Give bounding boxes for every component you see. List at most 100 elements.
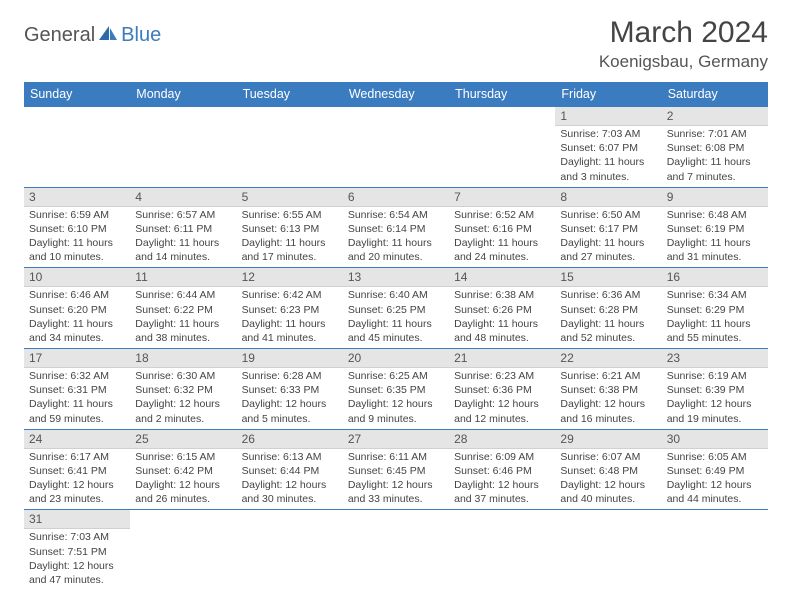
daylight-text: Daylight: 11 hours and 45 minutes. bbox=[348, 317, 444, 345]
day-details: Sunrise: 6:54 AMSunset: 6:14 PMDaylight:… bbox=[343, 207, 449, 268]
weekday-header: Saturday bbox=[662, 82, 768, 107]
sunrise-text: Sunrise: 6:38 AM bbox=[454, 288, 550, 302]
sunrise-text: Sunrise: 6:59 AM bbox=[29, 208, 125, 222]
calendar-day-cell: 1Sunrise: 7:03 AMSunset: 6:07 PMDaylight… bbox=[555, 107, 661, 188]
calendar-day-cell: 19Sunrise: 6:28 AMSunset: 6:33 PMDayligh… bbox=[237, 349, 343, 430]
sunset-text: Sunset: 6:32 PM bbox=[135, 383, 231, 397]
day-number: 27 bbox=[343, 430, 449, 449]
day-details: Sunrise: 6:09 AMSunset: 6:46 PMDaylight:… bbox=[449, 449, 555, 510]
day-number: 24 bbox=[24, 430, 130, 449]
calendar-day-cell: 11Sunrise: 6:44 AMSunset: 6:22 PMDayligh… bbox=[130, 268, 236, 349]
daylight-text: Daylight: 12 hours and 19 minutes. bbox=[667, 397, 763, 425]
day-details: Sunrise: 6:30 AMSunset: 6:32 PMDaylight:… bbox=[130, 368, 236, 429]
calendar-day-cell bbox=[555, 510, 661, 592]
calendar-day-cell: 27Sunrise: 6:11 AMSunset: 6:45 PMDayligh… bbox=[343, 429, 449, 510]
calendar-day-cell: 18Sunrise: 6:30 AMSunset: 6:32 PMDayligh… bbox=[130, 349, 236, 430]
sunrise-text: Sunrise: 6:05 AM bbox=[667, 450, 763, 464]
calendar-week-row: 31Sunrise: 7:03 AMSunset: 7:51 PMDayligh… bbox=[24, 510, 768, 592]
sunset-text: Sunset: 6:35 PM bbox=[348, 383, 444, 397]
sunset-text: Sunset: 6:46 PM bbox=[454, 464, 550, 478]
calendar-day-cell: 4Sunrise: 6:57 AMSunset: 6:11 PMDaylight… bbox=[130, 187, 236, 268]
sunrise-text: Sunrise: 6:54 AM bbox=[348, 208, 444, 222]
sunrise-text: Sunrise: 6:57 AM bbox=[135, 208, 231, 222]
day-details: Sunrise: 6:15 AMSunset: 6:42 PMDaylight:… bbox=[130, 449, 236, 510]
location-subtitle: Koenigsbau, Germany bbox=[599, 52, 768, 72]
daylight-text: Daylight: 11 hours and 52 minutes. bbox=[560, 317, 656, 345]
sunset-text: Sunset: 6:22 PM bbox=[135, 303, 231, 317]
day-details: Sunrise: 6:59 AMSunset: 6:10 PMDaylight:… bbox=[24, 207, 130, 268]
calendar-day-cell: 30Sunrise: 6:05 AMSunset: 6:49 PMDayligh… bbox=[662, 429, 768, 510]
calendar-day-cell: 15Sunrise: 6:36 AMSunset: 6:28 PMDayligh… bbox=[555, 268, 661, 349]
sunrise-text: Sunrise: 6:30 AM bbox=[135, 369, 231, 383]
daylight-text: Daylight: 11 hours and 41 minutes. bbox=[242, 317, 338, 345]
day-number: 1 bbox=[555, 107, 661, 126]
weekday-header: Tuesday bbox=[237, 82, 343, 107]
calendar-day-cell: 29Sunrise: 6:07 AMSunset: 6:48 PMDayligh… bbox=[555, 429, 661, 510]
daylight-text: Daylight: 12 hours and 2 minutes. bbox=[135, 397, 231, 425]
calendar-day-cell: 5Sunrise: 6:55 AMSunset: 6:13 PMDaylight… bbox=[237, 187, 343, 268]
sunrise-text: Sunrise: 6:25 AM bbox=[348, 369, 444, 383]
daylight-text: Daylight: 12 hours and 16 minutes. bbox=[560, 397, 656, 425]
day-details: Sunrise: 6:38 AMSunset: 6:26 PMDaylight:… bbox=[449, 287, 555, 348]
calendar-day-cell bbox=[130, 510, 236, 592]
weekday-header: Wednesday bbox=[343, 82, 449, 107]
day-number: 4 bbox=[130, 188, 236, 207]
sunset-text: Sunset: 6:42 PM bbox=[135, 464, 231, 478]
calendar-day-cell: 12Sunrise: 6:42 AMSunset: 6:23 PMDayligh… bbox=[237, 268, 343, 349]
calendar-day-cell: 6Sunrise: 6:54 AMSunset: 6:14 PMDaylight… bbox=[343, 187, 449, 268]
sunrise-text: Sunrise: 6:17 AM bbox=[29, 450, 125, 464]
sunrise-text: Sunrise: 6:48 AM bbox=[667, 208, 763, 222]
daylight-text: Daylight: 12 hours and 37 minutes. bbox=[454, 478, 550, 506]
daylight-text: Daylight: 11 hours and 38 minutes. bbox=[135, 317, 231, 345]
calendar-day-cell: 21Sunrise: 6:23 AMSunset: 6:36 PMDayligh… bbox=[449, 349, 555, 430]
calendar-day-cell bbox=[343, 510, 449, 592]
sunrise-text: Sunrise: 6:23 AM bbox=[454, 369, 550, 383]
day-number: 23 bbox=[662, 349, 768, 368]
sunrise-text: Sunrise: 6:55 AM bbox=[242, 208, 338, 222]
day-details: Sunrise: 6:19 AMSunset: 6:39 PMDaylight:… bbox=[662, 368, 768, 429]
daylight-text: Daylight: 12 hours and 9 minutes. bbox=[348, 397, 444, 425]
sunset-text: Sunset: 6:31 PM bbox=[29, 383, 125, 397]
day-details: Sunrise: 6:25 AMSunset: 6:35 PMDaylight:… bbox=[343, 368, 449, 429]
sunset-text: Sunset: 6:28 PM bbox=[560, 303, 656, 317]
sunset-text: Sunset: 6:45 PM bbox=[348, 464, 444, 478]
day-details: Sunrise: 6:13 AMSunset: 6:44 PMDaylight:… bbox=[237, 449, 343, 510]
day-number: 29 bbox=[555, 430, 661, 449]
day-number: 25 bbox=[130, 430, 236, 449]
daylight-text: Daylight: 11 hours and 31 minutes. bbox=[667, 236, 763, 264]
day-details: Sunrise: 6:32 AMSunset: 6:31 PMDaylight:… bbox=[24, 368, 130, 429]
calendar-week-row: 24Sunrise: 6:17 AMSunset: 6:41 PMDayligh… bbox=[24, 429, 768, 510]
daylight-text: Daylight: 11 hours and 17 minutes. bbox=[242, 236, 338, 264]
day-details: Sunrise: 6:28 AMSunset: 6:33 PMDaylight:… bbox=[237, 368, 343, 429]
day-number: 8 bbox=[555, 188, 661, 207]
daylight-text: Daylight: 11 hours and 24 minutes. bbox=[454, 236, 550, 264]
sunset-text: Sunset: 6:11 PM bbox=[135, 222, 231, 236]
daylight-text: Daylight: 11 hours and 34 minutes. bbox=[29, 317, 125, 345]
sunrise-text: Sunrise: 6:21 AM bbox=[560, 369, 656, 383]
day-number: 11 bbox=[130, 268, 236, 287]
sunrise-text: Sunrise: 6:46 AM bbox=[29, 288, 125, 302]
day-details: Sunrise: 6:11 AMSunset: 6:45 PMDaylight:… bbox=[343, 449, 449, 510]
sunrise-text: Sunrise: 6:32 AM bbox=[29, 369, 125, 383]
calendar-day-cell: 13Sunrise: 6:40 AMSunset: 6:25 PMDayligh… bbox=[343, 268, 449, 349]
daylight-text: Daylight: 12 hours and 26 minutes. bbox=[135, 478, 231, 506]
sunrise-text: Sunrise: 6:07 AM bbox=[560, 450, 656, 464]
calendar-day-cell bbox=[662, 510, 768, 592]
day-number: 5 bbox=[237, 188, 343, 207]
daylight-text: Daylight: 11 hours and 14 minutes. bbox=[135, 236, 231, 264]
day-details: Sunrise: 7:03 AMSunset: 7:51 PMDaylight:… bbox=[24, 529, 130, 590]
calendar-day-cell: 22Sunrise: 6:21 AMSunset: 6:38 PMDayligh… bbox=[555, 349, 661, 430]
sunset-text: Sunset: 6:26 PM bbox=[454, 303, 550, 317]
calendar-day-cell: 10Sunrise: 6:46 AMSunset: 6:20 PMDayligh… bbox=[24, 268, 130, 349]
day-details: Sunrise: 6:05 AMSunset: 6:49 PMDaylight:… bbox=[662, 449, 768, 510]
day-details: Sunrise: 6:52 AMSunset: 6:16 PMDaylight:… bbox=[449, 207, 555, 268]
day-details: Sunrise: 6:42 AMSunset: 6:23 PMDaylight:… bbox=[237, 287, 343, 348]
calendar-day-cell bbox=[343, 107, 449, 188]
calendar-day-cell: 2Sunrise: 7:01 AMSunset: 6:08 PMDaylight… bbox=[662, 107, 768, 188]
day-number: 19 bbox=[237, 349, 343, 368]
daylight-text: Daylight: 12 hours and 40 minutes. bbox=[560, 478, 656, 506]
sunset-text: Sunset: 6:36 PM bbox=[454, 383, 550, 397]
day-details: Sunrise: 6:57 AMSunset: 6:11 PMDaylight:… bbox=[130, 207, 236, 268]
sunset-text: Sunset: 6:17 PM bbox=[560, 222, 656, 236]
daylight-text: Daylight: 12 hours and 12 minutes. bbox=[454, 397, 550, 425]
